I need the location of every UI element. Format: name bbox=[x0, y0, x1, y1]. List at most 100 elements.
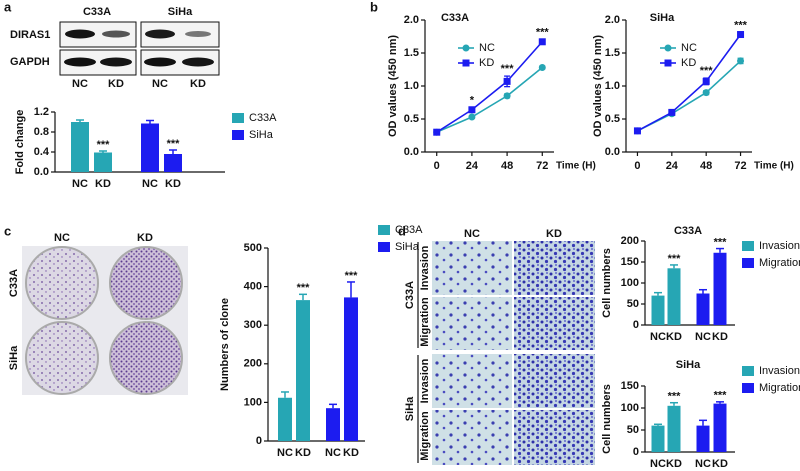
marker bbox=[468, 106, 476, 114]
marker bbox=[737, 57, 745, 65]
bar bbox=[141, 123, 159, 172]
series-line bbox=[436, 66, 543, 133]
bar bbox=[713, 252, 727, 325]
micrograph bbox=[514, 410, 595, 465]
x-tick-label: KD bbox=[95, 178, 111, 190]
y-tick-label: 150 bbox=[621, 380, 639, 392]
y-tick-label: 500 bbox=[244, 242, 262, 254]
marker bbox=[737, 31, 745, 39]
y-tick-label: 100 bbox=[621, 402, 639, 414]
marker bbox=[702, 77, 710, 85]
y-tick-label: 150 bbox=[621, 256, 639, 268]
x-tick-label: KD bbox=[165, 178, 181, 190]
marker bbox=[668, 108, 676, 116]
significance: *** bbox=[734, 19, 748, 31]
significance: *** bbox=[668, 391, 682, 403]
blot-protein: DIRAS1 bbox=[10, 29, 50, 41]
x-axis-label: Time (H) bbox=[556, 161, 596, 172]
bar bbox=[71, 122, 89, 172]
marker bbox=[538, 64, 546, 72]
dish bbox=[25, 321, 99, 395]
panel-label: b bbox=[370, 0, 378, 14]
y-tick-label: 50 bbox=[627, 424, 639, 436]
blot-band bbox=[182, 57, 214, 67]
marker bbox=[503, 92, 511, 100]
y-axis-label: Cell numbers bbox=[601, 248, 613, 318]
micrograph-assay: Migration bbox=[419, 297, 431, 347]
blot-cell-line: SiHa bbox=[168, 6, 193, 18]
bar bbox=[667, 405, 681, 452]
bar bbox=[164, 154, 182, 172]
y-tick-label: 0.0 bbox=[34, 166, 49, 178]
marker bbox=[538, 38, 546, 46]
legend-swatch bbox=[232, 130, 244, 140]
x-tick-label: 48 bbox=[700, 160, 712, 172]
micrograph-assay: Invasion bbox=[419, 358, 431, 403]
bar bbox=[651, 295, 665, 325]
blot-band bbox=[100, 57, 132, 67]
marker bbox=[433, 128, 441, 136]
significance: *** bbox=[167, 138, 181, 150]
micrograph-column: NC bbox=[464, 228, 480, 240]
x-tick-label: NC bbox=[650, 331, 666, 343]
x-tick-label: KD bbox=[666, 458, 682, 470]
x-tick-label: 0 bbox=[434, 160, 440, 172]
bar bbox=[651, 425, 665, 452]
dish-column: NC bbox=[54, 232, 70, 244]
bar bbox=[713, 403, 727, 452]
y-tick-label: 0.5 bbox=[404, 113, 419, 125]
legend-swatch bbox=[742, 241, 754, 251]
legend-marker bbox=[664, 44, 672, 52]
bar bbox=[667, 268, 681, 325]
y-tick-label: 0.4 bbox=[34, 146, 50, 158]
significance: *** bbox=[536, 27, 550, 39]
bar bbox=[696, 425, 710, 452]
dish-row: SiHa bbox=[8, 345, 20, 370]
micrographs: NC KD C33A SiHa Invasion Migration Invas… bbox=[404, 228, 595, 465]
panel-label: c bbox=[4, 223, 11, 238]
colony-dishes: NC KD C33A SiHa bbox=[8, 232, 188, 395]
x-tick-label: KD bbox=[343, 447, 359, 459]
y-tick-label: 0 bbox=[633, 446, 639, 458]
y-tick-label: 2.0 bbox=[404, 14, 419, 26]
dish bbox=[109, 321, 183, 395]
panel-label: d bbox=[398, 223, 406, 238]
bar bbox=[326, 408, 340, 441]
x-tick-label: 72 bbox=[536, 160, 548, 172]
x-tick-label: KD bbox=[666, 331, 682, 343]
y-tick-label: 0.0 bbox=[605, 146, 620, 158]
x-axis-label: Time (H) bbox=[754, 161, 794, 172]
x-tick-label: NC bbox=[695, 331, 711, 343]
blot-lane: NC bbox=[152, 78, 168, 90]
legend-marker bbox=[462, 44, 470, 52]
legend-label: NC bbox=[479, 42, 495, 54]
legend-label: KD bbox=[479, 57, 494, 69]
micrograph-assay: Migration bbox=[419, 411, 431, 461]
y-tick-label: 0.8 bbox=[34, 126, 49, 138]
y-axis-label: OD values (450 nm) bbox=[387, 35, 399, 137]
bar bbox=[296, 300, 310, 441]
y-axis-label: Cell numbers bbox=[601, 384, 613, 454]
marker bbox=[503, 77, 511, 85]
y-tick-label: 100 bbox=[244, 396, 262, 408]
legend-swatch bbox=[742, 383, 754, 393]
legend-label: Invasion bbox=[759, 365, 800, 377]
y-tick-label: 0 bbox=[633, 319, 639, 331]
x-tick-label: NC bbox=[695, 458, 711, 470]
y-tick-label: 400 bbox=[244, 281, 262, 293]
blot-band bbox=[102, 30, 130, 38]
micrograph-column: KD bbox=[546, 228, 562, 240]
x-tick-label: 48 bbox=[501, 160, 513, 172]
y-tick-label: 100 bbox=[621, 277, 639, 289]
micrograph bbox=[432, 241, 512, 295]
significance: *** bbox=[297, 282, 311, 294]
micrograph-cell-line: C33A bbox=[404, 281, 416, 309]
bar bbox=[344, 297, 358, 441]
x-tick-label: KD bbox=[712, 331, 728, 343]
micrograph bbox=[432, 297, 512, 350]
blot-band bbox=[144, 57, 176, 67]
significance: *** bbox=[501, 63, 515, 75]
legend-swatch bbox=[378, 225, 390, 235]
x-tick-label: NC bbox=[277, 447, 293, 459]
